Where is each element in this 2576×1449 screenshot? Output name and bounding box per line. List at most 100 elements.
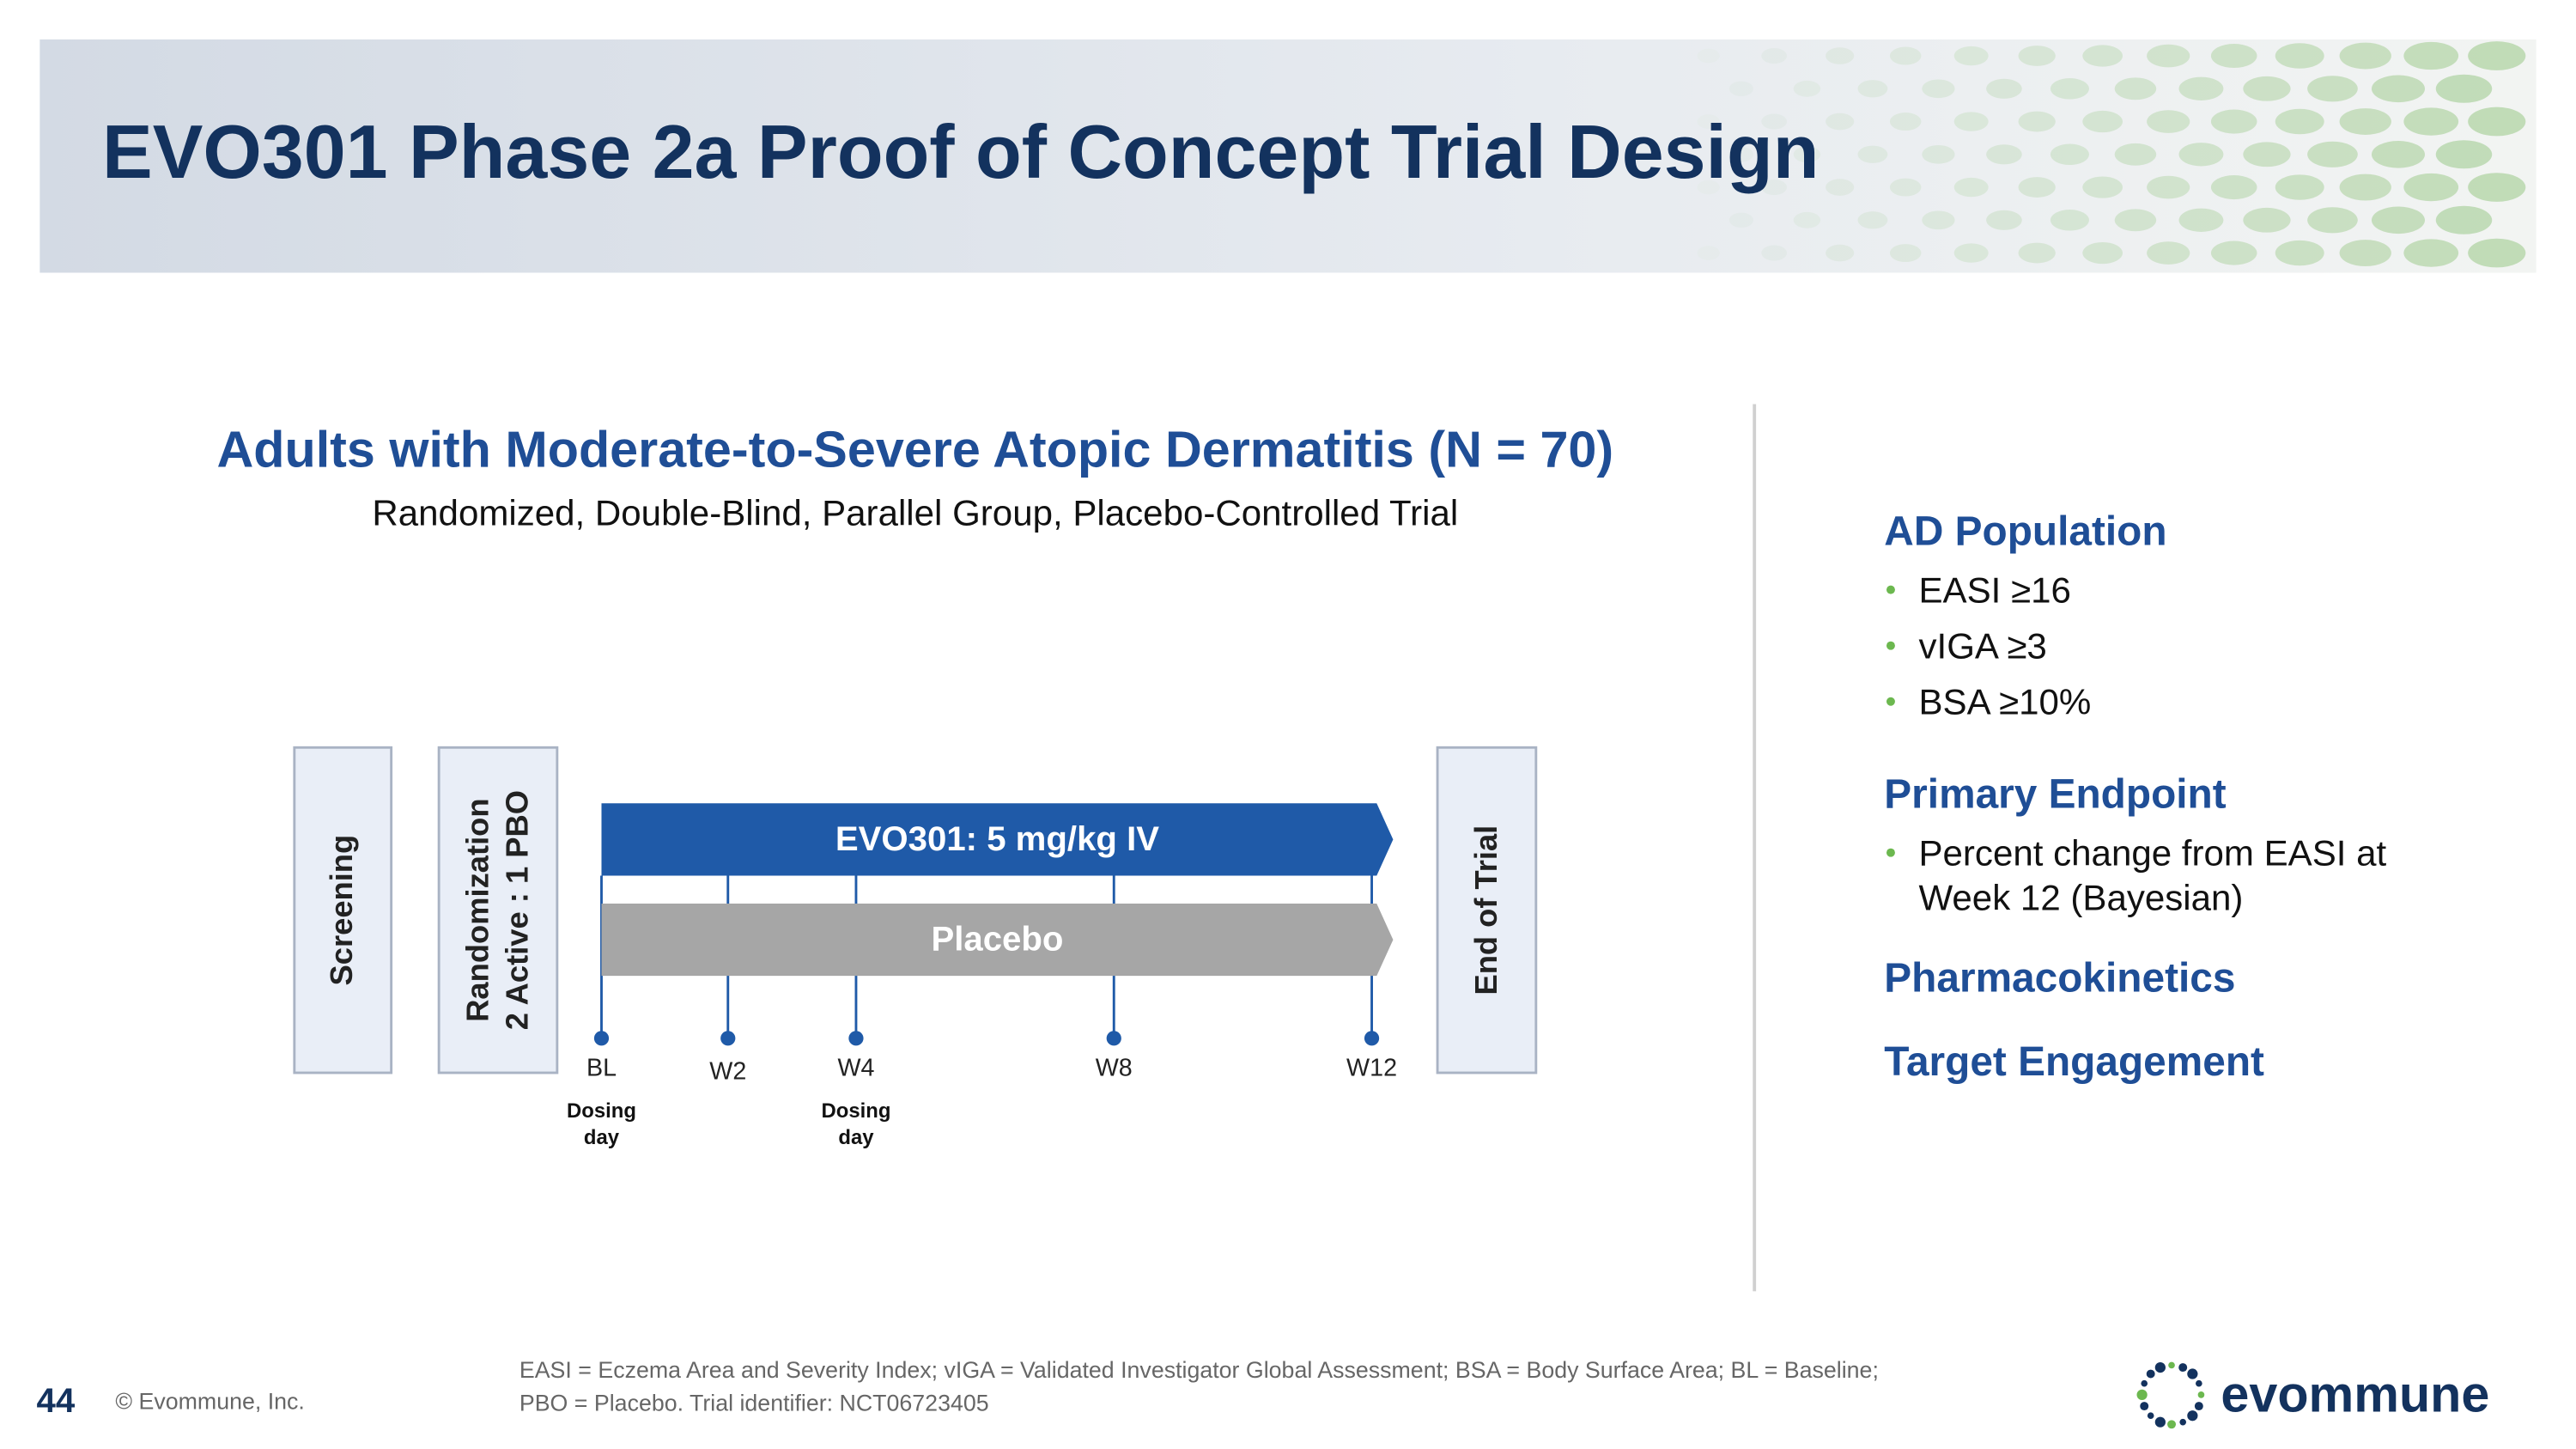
- pattern-dot: [2147, 175, 2190, 199]
- bullet-text: EASI ≥16: [1918, 570, 2070, 611]
- pattern-dot: [2210, 240, 2257, 265]
- pattern-dot: [2210, 109, 2257, 134]
- pattern-dot: [1826, 47, 1855, 64]
- timepoint-note: day: [584, 1126, 620, 1149]
- pattern-dot: [1793, 211, 1821, 228]
- pattern-dot: [2339, 108, 2391, 135]
- bullet-text: vIGA ≥3: [1918, 626, 2046, 667]
- bullet: [1886, 641, 1895, 650]
- pattern-dot: [2178, 76, 2224, 100]
- pattern-dot: [1922, 210, 1955, 230]
- page-number: 44: [37, 1381, 76, 1420]
- randomization-box: [437, 746, 559, 1075]
- pattern-dot: [2275, 108, 2324, 135]
- section-heading: Target Engagement: [1884, 1039, 2264, 1085]
- pattern-dot: [1697, 48, 1720, 64]
- pattern-dot: [1986, 210, 2022, 230]
- timeline: BL Dosing day W2 W4 Dosing day W8 W12: [567, 875, 1397, 1149]
- pattern-dot: [2018, 46, 2056, 66]
- pattern-dot: [2018, 242, 2056, 264]
- pattern-dot: [2403, 173, 2459, 202]
- pattern-dot: [1889, 178, 1922, 197]
- logo-dot: [2194, 1402, 2203, 1411]
- pattern-dot: [2468, 107, 2526, 137]
- logo-mark: [2136, 1361, 2205, 1429]
- pattern-dot: [1793, 80, 1821, 97]
- pattern-dot: [2114, 143, 2157, 166]
- ratio-label: 2 Active : 1 PBO: [499, 790, 534, 1030]
- pattern-dot: [2339, 174, 2391, 201]
- pattern-dot: [1697, 114, 1720, 129]
- pattern-dot: [2082, 241, 2123, 265]
- pattern-dot: [2307, 141, 2358, 167]
- pattern-dot: [2275, 240, 2324, 266]
- pattern-dot: [1728, 81, 1753, 96]
- pattern-dot: [1857, 211, 1888, 229]
- logo-dot: [2197, 1391, 2205, 1398]
- pattern-dot: [2435, 205, 2493, 234]
- timepoint-note: day: [838, 1126, 874, 1149]
- pattern-dot: [2339, 42, 2391, 70]
- pattern-dot: [2468, 238, 2526, 268]
- sidebar: AD Population EASI ≥16 vIGA ≥3 BSA ≥10% Prim…: [1884, 508, 2386, 1085]
- pattern-dot: [2178, 143, 2224, 167]
- pattern-dot: [2082, 110, 2123, 133]
- pattern-dot: [2050, 78, 2089, 100]
- pattern-dot: [2435, 74, 2493, 103]
- section-heading: AD Population: [1884, 508, 2166, 554]
- pattern-dot: [2307, 76, 2358, 102]
- pattern-dot: [2468, 173, 2526, 202]
- placebo-arm: [601, 903, 1394, 977]
- footnote: EASI = Eczema Area and Severity Index; v…: [519, 1357, 1879, 1383]
- pattern-dot: [1761, 113, 1788, 130]
- pattern-dot: [1953, 46, 1989, 66]
- pattern-dot: [1953, 177, 1989, 198]
- end-box: [1436, 746, 1538, 1075]
- pattern-dot: [2243, 76, 2291, 101]
- pattern-dot: [2082, 45, 2123, 67]
- pattern-dot: [1889, 46, 1922, 65]
- logo-dot: [2179, 1418, 2187, 1426]
- pattern-dot: [2243, 142, 2291, 167]
- bullet-text: Week 12 (Bayesian): [1918, 877, 2243, 917]
- logo-dot: [2187, 1410, 2198, 1422]
- pattern-dot: [2178, 208, 2224, 232]
- pattern-dot: [2468, 41, 2526, 70]
- title: EVO301 Phase 2a Proof of Concept Trial D…: [102, 109, 1819, 194]
- timepoint-label: W12: [1346, 1055, 1397, 1082]
- pattern-dot: [1697, 180, 1720, 195]
- pattern-dot: [2082, 176, 2123, 198]
- timepoint-dot: [848, 1031, 864, 1046]
- bullet-text: BSA ≥10%: [1918, 682, 2091, 722]
- pattern-dot: [1922, 79, 1955, 99]
- pattern-dot: [2403, 239, 2459, 267]
- timepoint-label: BL: [586, 1055, 617, 1082]
- timepoint-label: W8: [1096, 1055, 1133, 1082]
- pattern-dot: [2307, 207, 2358, 234]
- pattern-dot: [1889, 244, 1922, 263]
- logo-dot: [2187, 1368, 2198, 1379]
- pattern-dot: [1922, 144, 1955, 164]
- logo-dot: [2178, 1363, 2188, 1373]
- pattern-dot: [2210, 175, 2257, 200]
- timepoint-dot: [1106, 1031, 1121, 1046]
- copyright: © Evommune, Inc.: [115, 1389, 305, 1415]
- bullet: [1886, 848, 1895, 857]
- timepoint-dot: [1364, 1031, 1380, 1046]
- pattern-dot: [1953, 112, 1989, 131]
- heading: Adults with Moderate-to-Severe Atopic De…: [216, 421, 1613, 478]
- pattern-dot: [1761, 245, 1788, 261]
- timepoint-dot: [720, 1031, 736, 1046]
- subheading: Randomized, Double-Blind, Parallel Group…: [372, 493, 1458, 533]
- pattern-dot: [1986, 78, 2022, 99]
- pattern-dot: [2371, 206, 2426, 234]
- pattern-dot: [1761, 179, 1788, 196]
- pattern-dot: [2018, 177, 2056, 198]
- logo-dot: [2168, 1361, 2175, 1369]
- pattern-dot: [2147, 110, 2190, 133]
- pattern-dot: [1728, 212, 1753, 228]
- timepoint-note: Dosing: [567, 1099, 636, 1123]
- logo-dot: [2154, 1416, 2166, 1428]
